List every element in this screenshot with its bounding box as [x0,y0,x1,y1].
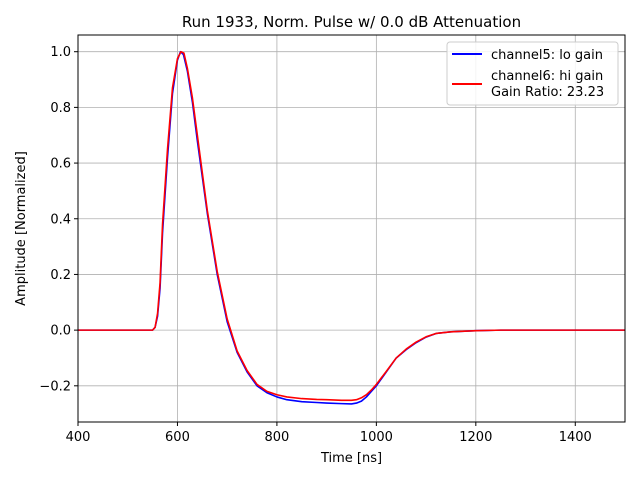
y-tick-label: 0.8 [50,101,71,116]
x-tick-label: 1200 [459,430,492,445]
y-tick-label: 1.0 [50,45,71,60]
ticks: 400 600 800 1000 1200 1400 −0.2 0.0 0.2 0.4 0.6 0.8… [39,45,591,445]
legend-box [446,41,619,106]
x-tick-label: 1400 [559,430,592,445]
y-tick-label: −0.2 [39,379,71,394]
x-tick-label: 800 [264,430,289,445]
y-tick-label: 0.4 [50,212,71,227]
x-tick-label: 600 [165,430,190,445]
x-tick-label: 400 [66,430,91,445]
chart-title: Run 1933, Norm. Pulse w/ 0.0 dB Attenuat… [182,13,521,31]
grid [77,35,625,422]
y-tick-label: 0.6 [50,157,71,172]
series-layer [78,50,625,405]
y-tick-label: 0.0 [50,324,71,339]
x-tick-label: 1000 [360,430,393,445]
axes-frame [77,34,626,423]
legend-label-channel6: channel6: hi gain [491,69,603,84]
legend-label-gain-ratio: Gain Ratio: 23.23 [491,85,604,100]
series-line-channel6 [78,50,625,402]
y-axis-label: Amplitude [Normalized] [14,151,29,306]
legend-label-channel5: channel5: lo gain [491,48,603,63]
y-tick-label: 0.2 [50,268,71,283]
x-axis-label: Time [ns] [320,451,382,466]
legend: channel5: lo gain channel6: hi gain Gain… [446,41,619,106]
